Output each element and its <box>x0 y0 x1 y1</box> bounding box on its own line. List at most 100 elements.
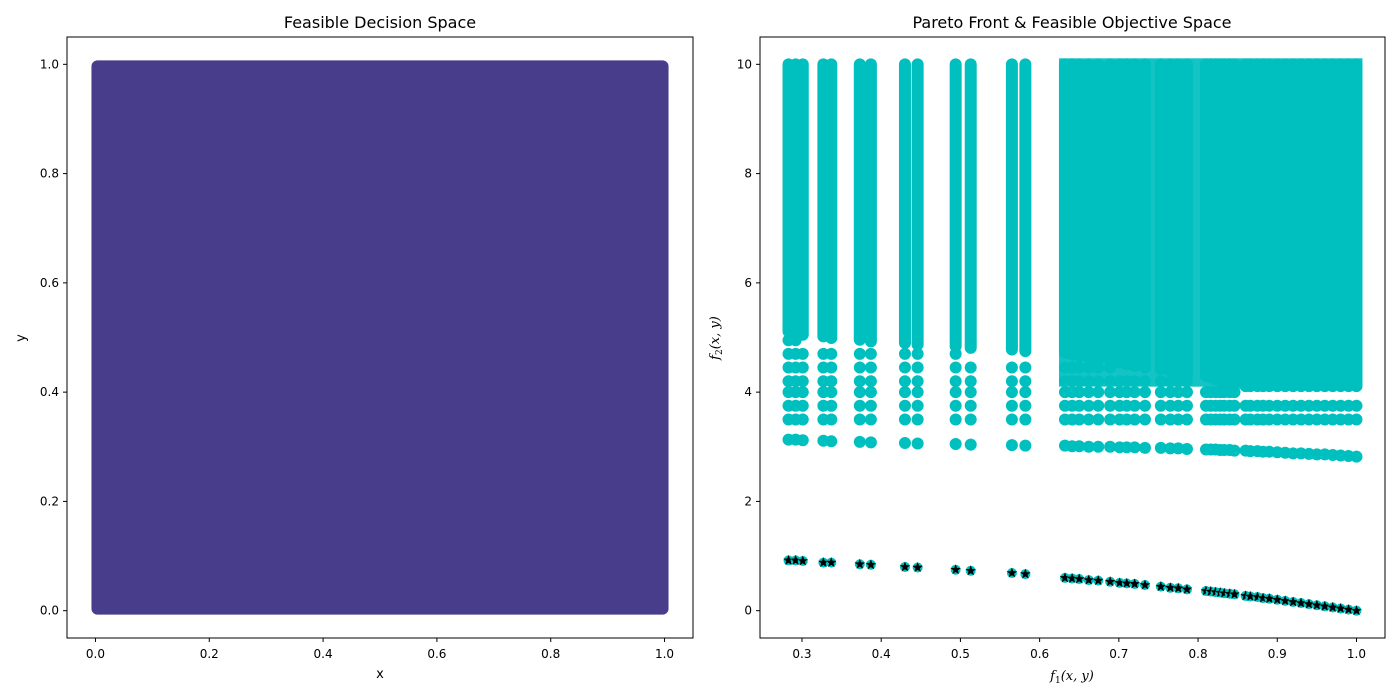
feasible-point <box>1005 413 1018 426</box>
pareto-point <box>1351 605 1362 616</box>
feasible-band <box>853 58 866 346</box>
pareto-point <box>1066 572 1078 583</box>
feasible-point <box>1154 441 1167 454</box>
pareto-point <box>826 557 837 568</box>
feasible-point <box>898 375 911 388</box>
x-tick-label: 0.5 <box>951 647 970 661</box>
feasible-point <box>1019 413 1032 426</box>
feasible-point <box>1138 386 1151 399</box>
pareto-point <box>950 564 961 575</box>
feasible-point <box>964 361 977 374</box>
feasible-point <box>1128 386 1141 399</box>
pareto-point <box>1155 581 1167 592</box>
x-tick-label: 0.3 <box>792 647 811 661</box>
feasible-point <box>1019 375 1032 388</box>
feasible-point <box>1092 413 1105 426</box>
pareto-point <box>1218 587 1230 598</box>
y-tick-label: 0.0 <box>40 604 59 618</box>
pareto-point <box>818 557 829 568</box>
feasible-column <box>949 58 962 451</box>
pareto-point <box>965 565 976 576</box>
y-tick-label: 0.8 <box>40 167 59 181</box>
feasible-column <box>853 58 866 448</box>
feasible-point <box>1104 399 1117 412</box>
pareto-point <box>1006 567 1018 578</box>
feasible-band <box>949 58 962 353</box>
feasible-point <box>898 436 911 449</box>
feasible-point <box>1005 399 1018 412</box>
feasible-point <box>949 386 962 399</box>
pareto-point <box>1074 573 1085 584</box>
y-axis-label: y <box>14 334 29 342</box>
feasible-point <box>853 386 866 399</box>
pareto-point <box>1083 574 1094 585</box>
feasible-point <box>864 386 877 399</box>
y-axis-ticks: 0.0 0.2 0.4 0.6 0.8 1.0 <box>40 57 67 618</box>
x-axis-label: f1(x, y) <box>1049 669 1094 686</box>
feasible-band <box>1005 58 1018 356</box>
feasible-point <box>864 413 877 426</box>
feasible-point <box>825 399 838 412</box>
feasible-point <box>864 436 877 449</box>
feasible-point <box>1005 439 1018 452</box>
pareto-point <box>899 561 911 572</box>
y-tick-label: 0.2 <box>40 494 59 508</box>
feasible-point <box>898 347 911 360</box>
feasible-point <box>1019 399 1032 412</box>
y-tick-label: 10 <box>737 57 752 71</box>
feasible-column <box>796 58 809 447</box>
x-tick-label: 1.0 <box>1347 647 1366 661</box>
feasible-point <box>911 413 924 426</box>
feasible-point <box>864 399 877 412</box>
pareto-point <box>1319 600 1331 611</box>
feasible-point <box>853 435 866 448</box>
feasible-dense-block <box>1058 58 1363 387</box>
x-tick-label: 0.6 <box>427 647 446 661</box>
feasible-point <box>1138 399 1151 412</box>
feasible-band <box>1019 58 1032 358</box>
feasible-band <box>864 58 877 348</box>
feasible-point <box>1104 440 1117 453</box>
feasible-point <box>1128 413 1141 426</box>
feasible-point <box>1228 386 1241 399</box>
y-tick-label: 0 <box>744 604 752 618</box>
pareto-point <box>1059 572 1071 583</box>
decision-space-chart: Feasible Decision Space 0.0 0.2 0.4 0.6 0.8 1… <box>14 13 694 682</box>
pareto-point <box>1229 588 1240 599</box>
feasible-point <box>1104 413 1117 426</box>
x-axis-label-main: f <box>1049 669 1057 684</box>
feasible-point <box>1154 386 1167 399</box>
feasible-column <box>864 58 877 449</box>
feasible-point <box>1082 399 1095 412</box>
feasible-point <box>853 413 866 426</box>
feasible-point <box>964 413 977 426</box>
chart-title: Feasible Decision Space <box>284 13 476 32</box>
pareto-point <box>1165 582 1176 593</box>
feasible-point <box>898 413 911 426</box>
pareto-point <box>1114 577 1125 588</box>
pareto-point <box>1245 590 1256 601</box>
feasible-point <box>1172 386 1185 399</box>
feasible-point <box>825 435 838 448</box>
feasible-point <box>1138 413 1151 426</box>
pareto-point <box>1020 568 1031 579</box>
feasible-point <box>898 386 911 399</box>
pareto-point <box>790 554 801 565</box>
feasible-point <box>796 386 809 399</box>
feasible-point <box>911 399 924 412</box>
feasible-point <box>1350 399 1363 412</box>
feasible-point <box>1138 441 1151 454</box>
feasible-point <box>796 434 809 447</box>
y-tick-label: 8 <box>744 167 752 181</box>
feasible-column <box>1005 58 1018 452</box>
feasible-point <box>1005 375 1018 388</box>
feasible-point <box>1154 413 1167 426</box>
feasible-point <box>1128 441 1141 454</box>
pareto-point <box>1343 604 1354 615</box>
feasible-column <box>1019 58 1032 452</box>
feasible-band <box>825 58 838 345</box>
feasible-point <box>964 399 977 412</box>
feasible-point <box>911 347 924 360</box>
feasible-point <box>1082 413 1095 426</box>
